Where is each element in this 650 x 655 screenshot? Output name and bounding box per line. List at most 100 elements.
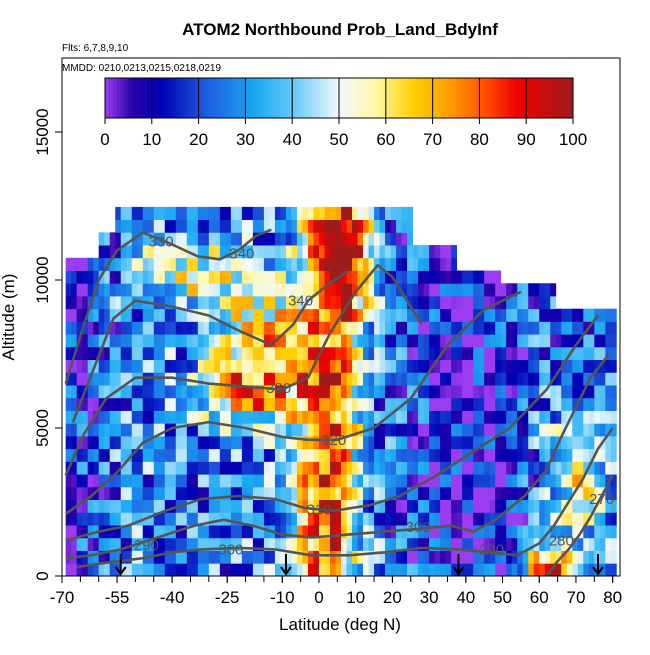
heatmap-cell	[153, 359, 160, 373]
heatmap-cell	[341, 448, 347, 462]
heatmap-cell	[214, 232, 221, 246]
heatmap-cell	[346, 206, 353, 221]
heatmap-cell	[363, 461, 369, 475]
heatmap-cell	[307, 397, 314, 411]
heatmap-cell	[214, 525, 221, 539]
heatmap-cell	[544, 474, 551, 488]
heatmap-cell	[175, 563, 182, 577]
heatmap-cell	[307, 385, 314, 399]
heatmap-cell	[610, 385, 617, 399]
heatmap-cell	[401, 435, 408, 450]
colorbar-tick-label: 10	[142, 130, 161, 149]
heatmap-cell	[451, 461, 458, 475]
heatmap-cell	[583, 410, 590, 424]
heatmap-cell	[434, 423, 441, 437]
heatmap-cell	[137, 270, 144, 284]
heatmap-cell	[71, 486, 78, 501]
heatmap-cell	[192, 512, 199, 526]
heatmap-cell	[522, 410, 529, 424]
heatmap-cell	[93, 295, 100, 310]
heatmap-cell	[561, 563, 568, 577]
heatmap-cell	[302, 461, 309, 475]
heatmap-cell	[230, 461, 237, 475]
heatmap-cell	[159, 295, 166, 310]
heatmap-cell	[192, 295, 199, 310]
heatmap-cell	[115, 397, 122, 411]
heatmap-cell	[148, 525, 155, 539]
heatmap-cell	[374, 346, 380, 361]
heatmap-cell	[329, 372, 336, 386]
heatmap-cell	[219, 537, 226, 551]
heatmap-cell	[390, 410, 397, 424]
heatmap-cell	[258, 448, 265, 462]
heatmap-cell	[302, 270, 309, 284]
colorbar-swatch	[124, 78, 129, 118]
heatmap-cell	[440, 525, 447, 539]
heatmap-cell	[115, 283, 122, 297]
heatmap-cell	[390, 245, 397, 259]
heatmap-cell	[252, 410, 259, 424]
heatmap-cell	[175, 206, 182, 221]
heatmap-cell	[318, 245, 325, 259]
heatmap-cell	[533, 550, 540, 564]
heatmap-cell	[429, 474, 436, 488]
heatmap-cell	[385, 563, 391, 577]
heatmap-cell	[368, 321, 375, 335]
colorbar-swatch	[452, 78, 457, 118]
colorbar-swatch	[510, 78, 515, 118]
colorbar-swatch	[179, 78, 184, 118]
heatmap-cell	[142, 385, 149, 399]
heatmap-cell	[93, 359, 100, 373]
heatmap-cell	[313, 550, 320, 564]
heatmap-cell	[120, 486, 127, 501]
heatmap-cell	[236, 486, 243, 501]
heatmap-cell	[489, 474, 496, 488]
heatmap-cell	[291, 308, 298, 322]
heatmap-cell	[363, 206, 369, 221]
heatmap-cell	[230, 359, 237, 373]
heatmap-cell	[566, 321, 573, 335]
colorbar-tick-label: 60	[376, 130, 395, 149]
heatmap-cell	[126, 257, 133, 271]
heatmap-cell	[225, 525, 232, 539]
heatmap-cell	[379, 435, 386, 450]
heatmap-cell	[572, 563, 579, 577]
heatmap-cell	[478, 397, 485, 411]
heatmap-cell	[500, 385, 507, 399]
heatmap-cell	[374, 448, 380, 462]
heatmap-cell	[368, 359, 375, 373]
heatmap-cell	[318, 423, 325, 437]
colorbar-swatch	[526, 78, 531, 118]
heatmap-cell	[528, 321, 535, 335]
heatmap-cell	[318, 499, 325, 513]
heatmap-cell	[539, 397, 546, 411]
heatmap-cell	[197, 232, 204, 246]
heatmap-cell	[352, 257, 358, 271]
heatmap-cell	[148, 474, 155, 488]
heatmap-cell	[214, 257, 221, 271]
heatmap-cell	[451, 525, 458, 539]
heatmap-cell	[506, 321, 513, 335]
heatmap-cell	[115, 410, 122, 424]
heatmap-cell	[98, 499, 105, 513]
heatmap-cell	[363, 295, 369, 310]
heatmap-cell	[335, 448, 342, 462]
heatmap-cell	[203, 397, 210, 411]
heatmap-cell	[462, 334, 469, 348]
heatmap-cell	[181, 563, 188, 577]
heatmap-cell	[236, 537, 243, 551]
contour-label: 340	[229, 245, 254, 262]
heatmap-cell	[500, 537, 507, 551]
heatmap-cell	[186, 410, 193, 424]
heatmap-cell	[440, 372, 447, 386]
heatmap-cell	[236, 448, 243, 462]
heatmap-cell	[280, 435, 287, 450]
heatmap-cell	[219, 435, 226, 450]
heatmap-cell	[82, 486, 89, 501]
heatmap-cell	[489, 550, 496, 564]
heatmap-cell	[120, 435, 127, 450]
heatmap-cell	[318, 270, 325, 284]
heatmap-cell	[285, 448, 292, 462]
heatmap-cell	[131, 397, 138, 411]
heatmap-cell	[115, 423, 122, 437]
